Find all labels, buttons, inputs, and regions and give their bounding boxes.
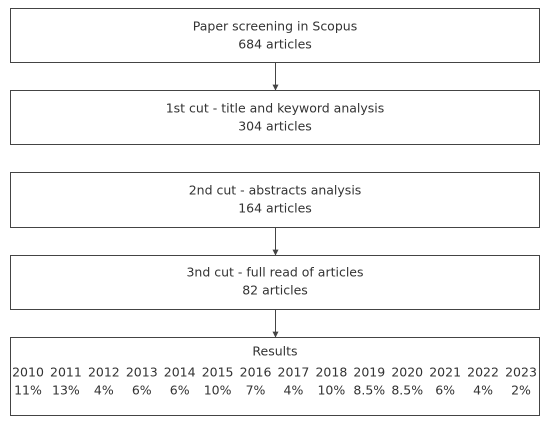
year-label: 2019 [353,365,385,380]
share-label: 6% [435,383,455,398]
year-label: 2023 [505,365,537,380]
share-label: 6% [132,383,152,398]
box-subtitle: 304 articles [238,119,312,134]
share-label: 4% [473,383,493,398]
share-label: 2% [511,383,531,398]
results-title: Results [252,344,297,359]
share-label: 11% [14,383,42,398]
share-label: 10% [204,383,232,398]
share-label: 8.5% [353,383,385,398]
share-label: 4% [284,383,304,398]
box-title: 2nd cut - abstracts analysis [189,183,362,198]
box-subtitle: 684 articles [238,37,312,52]
year-label: 2014 [164,365,196,380]
year-label: 2020 [391,365,423,380]
share-label: 7% [246,383,266,398]
box-title: 3nd cut - full read of articles [186,265,363,280]
year-label: 2022 [467,365,499,380]
share-label: 10% [317,383,345,398]
box [10,90,540,145]
year-label: 2021 [429,365,461,380]
box-title: 1st cut - title and keyword analysis [166,101,385,116]
year-label: 2018 [315,365,347,380]
share-label: 13% [52,383,80,398]
year-label: 2012 [88,365,120,380]
share-label: 6% [170,383,190,398]
results-columns: 2010 11% 2011 13% 2012 4% 2013 6% 2014 6% 2015 10% 2… [12,365,537,398]
share-label: 8.5% [391,383,423,398]
share-label: 4% [94,383,114,398]
year-label: 2016 [240,365,272,380]
year-label: 2011 [50,365,82,380]
box-title: Paper screening in Scopus [193,19,357,34]
year-label: 2013 [126,365,158,380]
box-subtitle: 82 articles [242,283,308,298]
box [10,255,540,310]
results-box [10,337,540,416]
box-subtitle: 164 articles [238,201,312,216]
year-label: 2017 [278,365,310,380]
year-label: 2015 [202,365,234,380]
year-label: 2010 [12,365,44,380]
box [10,8,540,63]
